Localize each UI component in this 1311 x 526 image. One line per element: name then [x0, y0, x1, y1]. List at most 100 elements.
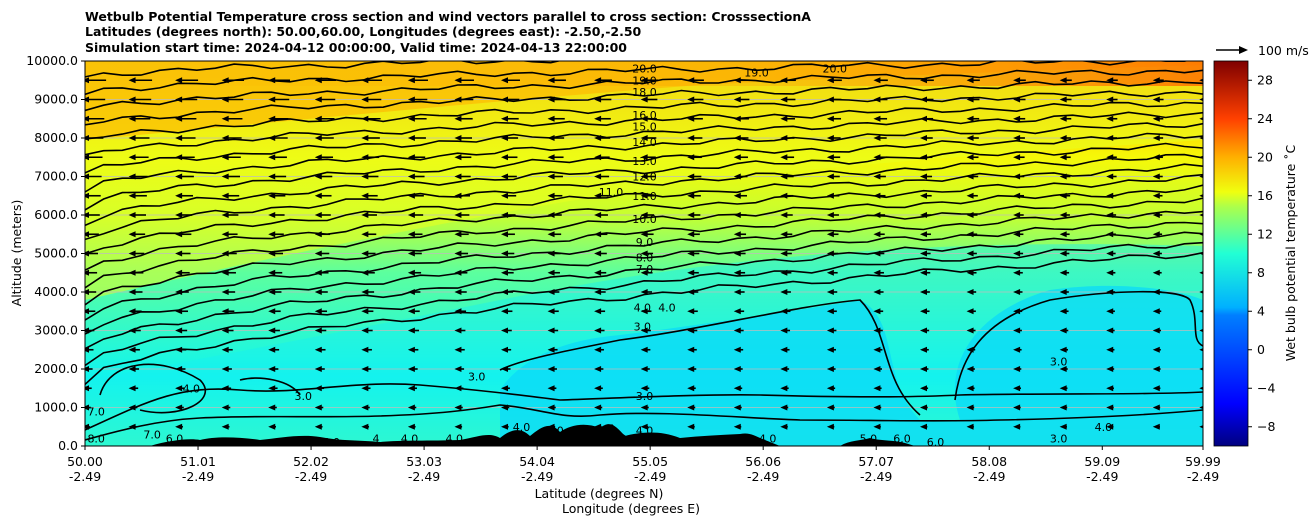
- wind-vector-head: [454, 366, 462, 372]
- wind-vector-head: [128, 289, 136, 295]
- wind-vector-head: [268, 135, 276, 141]
- wind-vector-head: [687, 77, 695, 84]
- wind-vector-head: [547, 154, 555, 161]
- wind-vector-head: [919, 212, 927, 218]
- wind-vector-head: [826, 423, 834, 430]
- wind-vector-head: [780, 385, 788, 392]
- colorbar-tick-label: 12: [1257, 226, 1273, 241]
- colorbar: [1213, 60, 1249, 447]
- wind-vector-head: [919, 135, 927, 141]
- wind-vector-head: [85, 289, 89, 295]
- wind-vector-head: [780, 289, 788, 295]
- wind-vector-head: [221, 289, 229, 295]
- wind-vector-head: [268, 173, 276, 180]
- y-axis-ticks: 0.0 1000.0 2000.0 3000.0 4000.0 5000.0 6000.0 7…: [26, 53, 85, 453]
- wind-vector-head: [594, 231, 602, 238]
- wind-vector-head: [175, 173, 183, 180]
- colorbar-tick-label: 16: [1257, 188, 1273, 203]
- colorbar-tick-label: −4: [1257, 380, 1275, 395]
- wind-vector-head: [454, 135, 462, 141]
- wind-vector-head: [500, 346, 508, 353]
- contour-label: 8.0: [636, 251, 654, 264]
- contour-label: 6.0: [927, 436, 945, 449]
- wind-vector-head: [1013, 385, 1021, 392]
- wind-vector-head: [361, 115, 369, 122]
- wind-vector-head: [128, 327, 136, 334]
- wind-vector-head: [873, 346, 881, 353]
- wind-vector-head: [1199, 194, 1203, 198]
- colorbar-tick-label: 20: [1257, 149, 1273, 164]
- wind-vector-head: [919, 327, 927, 334]
- wind-vector-head: [175, 366, 183, 372]
- wind-vector-head: [966, 135, 974, 141]
- wind-vector-head: [1106, 385, 1114, 392]
- wind-vector-head: [128, 173, 136, 180]
- y-tick-label: 3000.0: [34, 323, 78, 338]
- wind-vector-head: [361, 250, 369, 257]
- wind-vector-head: [85, 96, 89, 103]
- wind-vector-head: [268, 289, 276, 295]
- wind-vector-head: [1199, 425, 1203, 429]
- contour-line: [85, 197, 1203, 306]
- wind-vector-head: [687, 366, 695, 372]
- wind-vector-head: [407, 308, 415, 315]
- x-tick-label-lon: -2.49: [408, 469, 440, 484]
- x-tick-label-lat: 51.01: [180, 454, 216, 469]
- wind-vector-head: [687, 327, 695, 334]
- contour-label: 4.0: [183, 382, 201, 395]
- wind-vector-head: [407, 346, 415, 353]
- wind-vector-head: [500, 173, 508, 180]
- wind-vector-head: [128, 250, 136, 257]
- wind-vector-head: [361, 327, 369, 334]
- wind-vector-head: [780, 115, 788, 122]
- wind-vector-head: [826, 173, 834, 180]
- wind-vector-head: [873, 212, 881, 218]
- wind-vector-head: [407, 173, 415, 180]
- wind-vector-head: [873, 154, 881, 161]
- wind-vector-head: [733, 308, 741, 315]
- wind-vector-head: [454, 404, 462, 411]
- contour-line: [85, 383, 1203, 431]
- wind-vector-head: [687, 423, 695, 430]
- wind-vector-head: [175, 154, 183, 161]
- contour-label: 14.0: [632, 136, 657, 149]
- wind-vector-head: [1152, 308, 1160, 315]
- x-tick-label-lat: 59.99: [1185, 454, 1221, 469]
- wind-vector-head: [919, 250, 927, 257]
- wind-vector-head: [826, 327, 834, 334]
- wind-vector-head: [221, 404, 229, 411]
- wind-vector-head: [314, 115, 322, 122]
- wind-vector-head: [594, 154, 602, 161]
- contour-label: 4: [372, 432, 379, 445]
- wind-vector-head: [407, 135, 415, 141]
- wind-vector-head: [1199, 271, 1203, 275]
- wind-vector-head: [221, 385, 229, 392]
- wind-vector-head: [407, 192, 415, 199]
- x-tick-label-lon: -2.49: [69, 469, 101, 484]
- wind-vector-head: [547, 346, 555, 353]
- wind-vector-head: [873, 269, 881, 276]
- wind-vector-head: [1106, 346, 1114, 353]
- field-cool-region: [500, 285, 1203, 446]
- wind-vector-head: [594, 385, 602, 392]
- wind-vector-head: [454, 308, 462, 315]
- x-tick-label-lon: -2.49: [1086, 469, 1118, 484]
- wind-vector-head: [407, 212, 415, 218]
- wind-vector-head: [454, 96, 462, 103]
- wind-vector-head: [361, 385, 369, 392]
- wind-vector-head: [966, 308, 974, 315]
- wind-vector-head: [361, 192, 369, 199]
- wind-vector-head: [733, 269, 741, 276]
- contour-label: 18.0: [632, 86, 657, 99]
- wind-vector-head: [547, 385, 555, 392]
- wind-vector-head: [780, 173, 788, 180]
- wind-vector-head: [407, 366, 415, 372]
- wind-vector-head: [500, 192, 508, 199]
- wind-vector-head: [361, 154, 369, 161]
- y-tick-label: 0.0: [58, 438, 78, 453]
- wind-vector-head: [500, 77, 508, 84]
- wind-vector-head: [454, 385, 462, 392]
- contour-label: 20.0: [632, 63, 657, 76]
- wind-vector-head: [1199, 290, 1203, 294]
- wind-vector-head: [175, 308, 183, 315]
